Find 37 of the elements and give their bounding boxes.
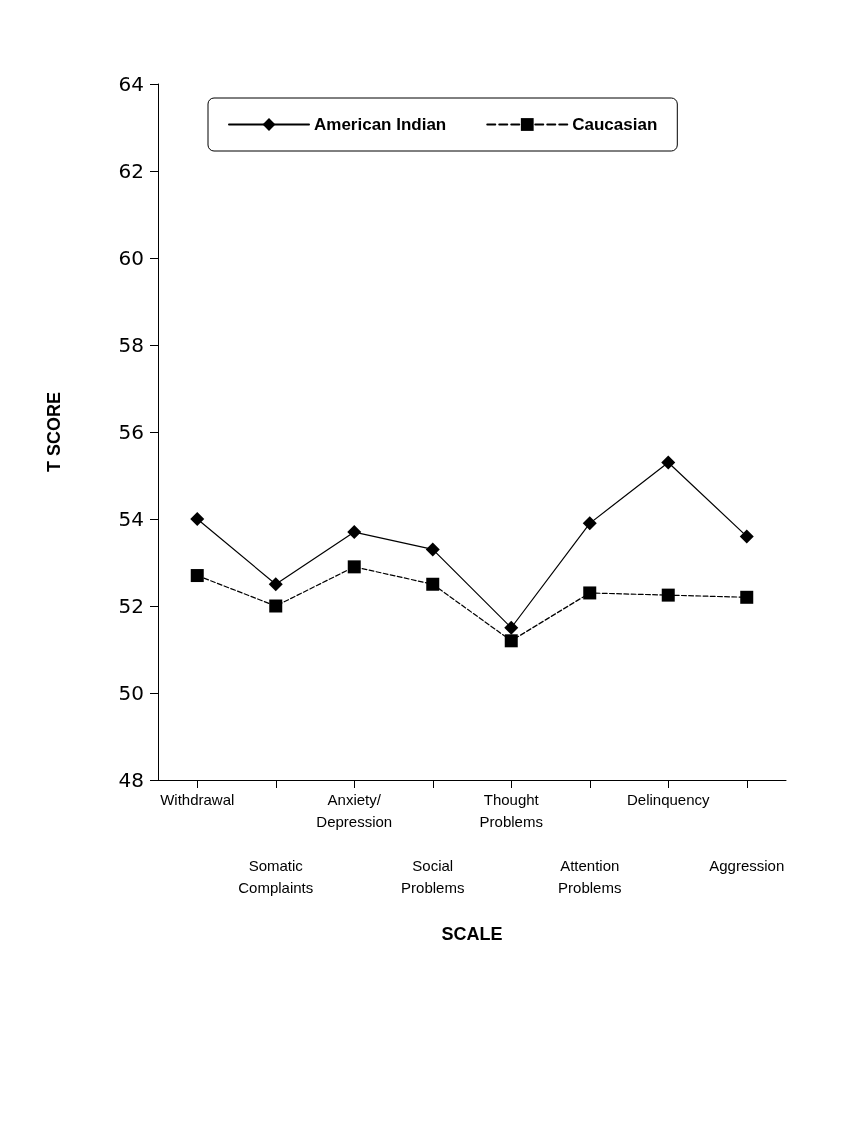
legend-label: American Indian xyxy=(314,115,447,134)
point xyxy=(582,516,597,531)
point xyxy=(268,577,283,592)
point xyxy=(190,569,204,583)
x-tick-label: Social Problems xyxy=(401,856,465,896)
point xyxy=(426,577,440,591)
point xyxy=(739,529,754,544)
y-tick-label: 50 xyxy=(118,681,144,705)
y-tick-label: 62 xyxy=(118,159,144,183)
y-tick-label: 54 xyxy=(118,507,144,531)
point xyxy=(347,560,361,574)
y-tick-label: 48 xyxy=(118,768,144,792)
point xyxy=(504,620,519,635)
y-tick-label: 58 xyxy=(118,333,144,357)
x-tick-label: Aggression xyxy=(709,856,785,874)
y-axis-title: T SCORE xyxy=(44,391,64,473)
x-tick-label: Attention Problems xyxy=(558,856,622,896)
x-tick-label: Delinquency xyxy=(626,790,711,808)
x-tick-label: Thought Problems xyxy=(479,790,543,830)
point xyxy=(190,512,205,526)
point xyxy=(740,590,754,604)
y-tick-label: 52 xyxy=(118,594,144,618)
x-tick-label: Withdrawal xyxy=(160,790,235,808)
y-tick-label: 60 xyxy=(118,246,144,270)
point xyxy=(425,542,440,557)
y-tick-label: 64 xyxy=(118,72,144,96)
x-tick-label: Somatic Complaints xyxy=(238,856,314,896)
point xyxy=(269,599,283,613)
point xyxy=(583,586,597,600)
point xyxy=(661,455,676,470)
y-tick-label: 56 xyxy=(118,420,144,444)
legend-label: Caucasian xyxy=(572,115,658,134)
x-tick-label: Anxiety/ Depression xyxy=(316,790,393,830)
point xyxy=(661,588,675,602)
point xyxy=(504,634,518,648)
point xyxy=(347,525,362,540)
x-axis-title: SCALE xyxy=(441,924,503,944)
